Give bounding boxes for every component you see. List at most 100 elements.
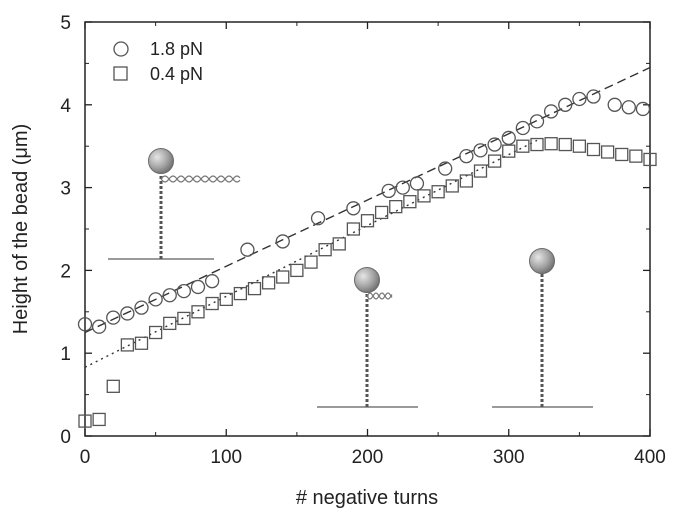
data-point-circle (487, 137, 502, 152)
data-point-square (318, 243, 332, 257)
data-point-square (431, 185, 445, 199)
data-point-circle (77, 317, 93, 332)
data-point-square (233, 286, 248, 301)
y-tick-label: 1 (60, 344, 71, 365)
plot-frame (84, 21, 651, 437)
data-point-square (586, 142, 601, 157)
fit-line-dotted (84, 139, 538, 368)
data-point-square (374, 205, 389, 220)
data-point-circle (91, 319, 107, 334)
data-point-square (346, 222, 361, 236)
data-point-square (120, 338, 135, 352)
data-point-square (403, 195, 417, 209)
data-point-square (261, 276, 276, 290)
data-point-square (304, 255, 318, 269)
x-axis: 0 100 200 300 400 (80, 22, 666, 468)
data-point-square (417, 189, 431, 203)
legend-marker-circle (113, 41, 129, 57)
data-point-circle (395, 180, 410, 195)
series-0-4-pn (78, 137, 657, 428)
data-point-circle (501, 130, 516, 146)
data-point-circle (381, 183, 396, 199)
data-point-circle (459, 148, 474, 164)
x-axis-label: # negative turns (296, 487, 438, 509)
data-point-square (360, 214, 375, 228)
data-point-square (459, 174, 474, 188)
data-point-square (106, 379, 120, 393)
inset-bead-short-plectoneme (317, 267, 418, 408)
data-point-circle (176, 283, 192, 299)
data-point-circle (621, 100, 636, 115)
data-point-circle (515, 120, 531, 136)
x-tick-label: 400 (634, 447, 666, 468)
y-tick-label: 5 (60, 13, 71, 34)
x-tick-label: 100 (210, 447, 242, 468)
data-point-square (600, 145, 615, 159)
fit-line-dashed (84, 66, 651, 334)
data-point-circle (438, 161, 453, 176)
data-point-square (544, 137, 558, 151)
y-tick-label: 3 (60, 179, 71, 200)
data-point-square (445, 179, 459, 193)
data-point-square (389, 199, 403, 214)
data-point-circle (572, 91, 587, 107)
x-tick-label: 0 (80, 447, 91, 468)
data-point-square (502, 144, 516, 158)
data-point-square (219, 292, 233, 307)
data-point-square (615, 147, 629, 162)
inset-bead-no-plectoneme (492, 248, 593, 408)
data-point-square (92, 412, 106, 427)
data-point-circle (473, 143, 488, 158)
data-point-circle (346, 201, 361, 216)
data-point-circle (607, 97, 622, 112)
data-point-square (530, 137, 544, 152)
legend-label-0-4-pn: 0.4 pN (150, 64, 203, 84)
data-point-circle (529, 114, 545, 129)
data-point-square (163, 316, 177, 331)
data-point-square (78, 414, 92, 428)
legend-marker-square (113, 66, 128, 81)
data-point-circle (409, 176, 425, 191)
data-point-square (148, 325, 163, 340)
data-point-square (191, 305, 205, 319)
data-point-square (332, 237, 346, 251)
data-point-square (290, 263, 304, 278)
data-point-square (643, 152, 657, 167)
data-point-circle (148, 292, 163, 307)
data-point-circle (190, 279, 206, 295)
data-point-square (572, 139, 587, 153)
data-point-circle (586, 89, 601, 104)
data-point-circle (134, 300, 149, 315)
data-point-square (205, 296, 219, 311)
data-point-square (629, 149, 643, 163)
data-point-circle (120, 306, 135, 321)
y-tick-label: 0 (60, 427, 71, 448)
data-point-circle (543, 104, 559, 119)
fit-lines (84, 66, 651, 368)
legend-label-1-8-pn: 1.8 pN (150, 39, 203, 59)
data-point-circle (106, 310, 121, 325)
y-tick-label: 2 (60, 261, 71, 282)
data-point-circle (635, 101, 651, 117)
data-point-circle (558, 97, 573, 112)
data-point-circle (240, 242, 255, 257)
y-axis-label: Height of the bead (μm) (10, 124, 32, 335)
data-point-circle (162, 288, 177, 303)
y-axis: 0 1 2 3 4 5 (60, 13, 650, 448)
inset-bead-long-plectoneme (108, 148, 241, 260)
data-point-square (487, 154, 502, 168)
data-point-square (558, 137, 572, 152)
data-point-circle (204, 274, 220, 289)
data-point-square (134, 336, 149, 350)
data-point-circle (310, 211, 326, 226)
data-point-square (473, 164, 488, 178)
data-point-square (247, 281, 262, 296)
x-tick-label: 200 (352, 447, 384, 468)
legend: 1.8 pN 0.4 pN (113, 39, 203, 84)
series-1-8-pn (77, 89, 651, 334)
x-tick-label: 300 (493, 447, 525, 468)
data-point-circle (275, 234, 290, 249)
data-point-square (177, 311, 191, 326)
data-point-square (516, 139, 530, 153)
